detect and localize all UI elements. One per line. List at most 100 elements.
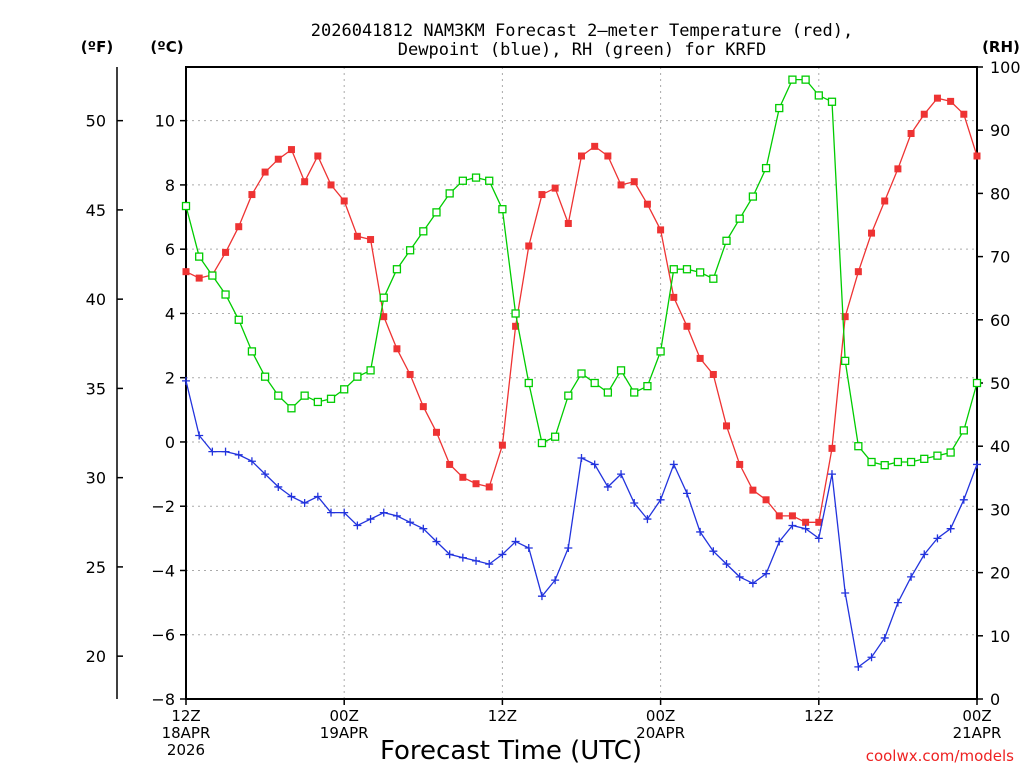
- dewpoint-point: [485, 560, 494, 569]
- rh-point: [340, 385, 349, 394]
- temperature-point: [947, 97, 955, 105]
- rh-point: [260, 372, 270, 381]
- fahrenheit-tick-label: 30: [86, 469, 106, 488]
- rh-point: [827, 97, 837, 106]
- temperature-point: [525, 242, 533, 250]
- temperature-point: [854, 268, 862, 276]
- dewpoint-point: [419, 524, 428, 533]
- fahrenheit-tick-label: 45: [86, 201, 106, 220]
- temperature-point: [775, 512, 783, 520]
- rh-point: [814, 91, 823, 100]
- dewpoint-point: [722, 560, 731, 569]
- dewpoint-point: [366, 515, 375, 524]
- temperature-point: [788, 512, 796, 520]
- rh-point: [801, 75, 810, 84]
- celsius-tick-label: 4: [165, 304, 175, 323]
- temperature-point: [419, 403, 427, 411]
- rh-point: [379, 293, 388, 302]
- rh-point: [735, 214, 744, 223]
- dewpoint-point: [445, 550, 454, 559]
- dewpoint-point: [458, 553, 467, 562]
- rh-point: [669, 265, 678, 274]
- temperature-point: [881, 197, 889, 205]
- rh-point: [247, 347, 257, 356]
- rh-point: [405, 246, 415, 255]
- dewpoint-point: [208, 447, 217, 456]
- temperature-point: [933, 94, 941, 102]
- rh-tick-label: 10: [990, 627, 1010, 646]
- temperature-point: [736, 460, 744, 468]
- dewpoint-point: [511, 537, 520, 546]
- rh-point: [471, 173, 481, 182]
- series-layer: [181, 75, 982, 671]
- temperature-point: [287, 146, 295, 154]
- rh-point: [880, 461, 889, 470]
- rh-point: [682, 265, 692, 274]
- fahrenheit-tick-label: 20: [86, 647, 106, 666]
- title-line-2: Dewpoint (blue), RH (green) for KRFD: [398, 40, 766, 60]
- temperature-point: [314, 152, 322, 160]
- celsius-tick-label: −6: [151, 626, 175, 645]
- x-tick-label: 00Z: [330, 707, 359, 725]
- rh-point: [445, 189, 454, 198]
- rh-point: [511, 309, 520, 318]
- x-tick-label: 2026: [167, 741, 205, 759]
- temperature-point: [841, 313, 849, 321]
- fahrenheit-tick-label: 35: [86, 379, 106, 398]
- rh-point: [959, 426, 968, 435]
- temperature-point: [894, 165, 902, 173]
- temperature-point: [683, 322, 691, 330]
- temperature-point: [353, 232, 361, 240]
- x-tick-label: 00Z: [962, 707, 991, 725]
- rh-point: [366, 366, 375, 375]
- rh-point: [550, 432, 560, 441]
- rh-point: [300, 391, 309, 400]
- temperature-point: [868, 229, 876, 237]
- rh-point: [353, 372, 362, 381]
- dewpoint-point: [959, 495, 968, 504]
- temperature-point: [248, 191, 256, 199]
- temperature-point: [723, 422, 731, 430]
- dewpoint-point: [748, 579, 757, 588]
- temperature-point: [301, 178, 309, 186]
- rh-point: [788, 75, 797, 84]
- dewpoint-point: [880, 633, 889, 642]
- celsius-tick-label: 0: [165, 433, 175, 452]
- dewpoint-point: [577, 454, 586, 463]
- temperature-point: [261, 168, 269, 176]
- temperature-point: [828, 444, 836, 452]
- dewpoint-point: [775, 537, 784, 546]
- temperature-point: [274, 155, 282, 163]
- x-tick-label: 21APR: [953, 724, 1002, 742]
- dewpoint-point: [841, 588, 850, 597]
- rh-point: [485, 176, 494, 185]
- temperature-point: [551, 184, 559, 192]
- dewpoint-point: [603, 482, 612, 491]
- dewpoint-point: [814, 534, 823, 543]
- x-axis-title: Forecast Time (UTC): [380, 736, 642, 766]
- temperature-point: [709, 370, 717, 378]
- dewpoint-point: [340, 508, 349, 517]
- rh-point: [590, 378, 599, 388]
- dewpoint-point: [973, 460, 981, 469]
- temperature-point: [802, 518, 810, 526]
- temperature-point: [762, 496, 770, 504]
- dewpoint-point: [392, 511, 401, 520]
- dewpoint-point: [472, 556, 481, 565]
- rh-point: [696, 268, 705, 277]
- rh-point: [392, 265, 402, 274]
- temperature-point: [182, 268, 190, 276]
- rh-point: [946, 448, 955, 457]
- rh-point: [616, 366, 626, 375]
- celsius-tick-label: 2: [165, 369, 175, 388]
- rh-tick-label: 20: [990, 564, 1010, 583]
- x-tick-label: 12Z: [171, 707, 200, 725]
- fahrenheit-tick-label: 50: [86, 112, 106, 131]
- rh-point: [906, 457, 916, 467]
- temperature-point: [749, 486, 757, 494]
- rh-point: [656, 347, 665, 356]
- dewpoint-point: [762, 569, 771, 578]
- dewpoint-point: [682, 489, 691, 498]
- rh-tick-label: 50: [990, 374, 1010, 393]
